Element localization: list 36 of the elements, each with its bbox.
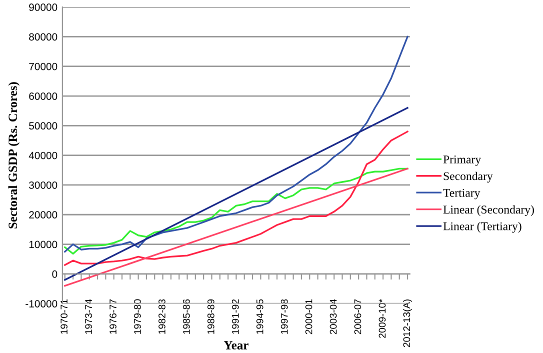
- line-series: [64, 130, 408, 266]
- x-tick-label: 1991-92: [232, 299, 239, 334]
- y-tick-label: 40000: [28, 152, 58, 160]
- legend-label: Secondary: [444, 172, 493, 183]
- legend-label: Linear (Secondary): [443, 205, 534, 216]
- x-tick-label: 1988-89: [207, 299, 214, 334]
- legend-label: Primary: [443, 155, 482, 166]
- y-tick-label: 80000: [29, 33, 58, 41]
- x-tick-label: 1979-80: [134, 299, 141, 334]
- line-series: [64, 36, 408, 253]
- y-tick-label: 30000: [29, 181, 58, 189]
- y-tick-label: 50000: [29, 122, 58, 130]
- x-tick-label: 1985-86: [182, 299, 190, 334]
- x-tick-label: 1994-95: [256, 299, 264, 334]
- y-axis-title: Sectoral GSDP (Rs. Crores): [8, 82, 20, 228]
- y-tick-label: 20000: [29, 211, 58, 218]
- x-tick-label: 1976-77: [110, 299, 116, 334]
- y-tick-label: 60000: [29, 92, 58, 100]
- line-series: [64, 168, 408, 255]
- x-tick-label: 1970-71: [60, 299, 68, 334]
- legend-label: Tertiary: [443, 188, 480, 200]
- x-tick-label: 2009-10*: [378, 299, 386, 338]
- x-tick-label: 1982-83: [158, 299, 166, 334]
- legend-label: Linear (Tertiary): [443, 222, 522, 233]
- y-tick-label: 0: [52, 270, 58, 278]
- x-tick-label: 2000-01: [305, 299, 312, 334]
- y-tick-label: 90000: [29, 4, 58, 11]
- y-tick-label: 10000: [29, 240, 58, 248]
- y-tick-label: 70000: [29, 62, 58, 70]
- x-tick-label: 1973-74: [85, 299, 92, 334]
- x-tick-label: 2006-07: [354, 299, 362, 334]
- y-tick-label: -10000: [26, 300, 58, 308]
- x-axis-title: Year: [224, 341, 248, 350]
- x-tick-label: 1997-98: [280, 299, 288, 334]
- x-tick-label: 2003-04: [330, 299, 337, 334]
- x-tick-label: 2012-13(A): [402, 300, 412, 348]
